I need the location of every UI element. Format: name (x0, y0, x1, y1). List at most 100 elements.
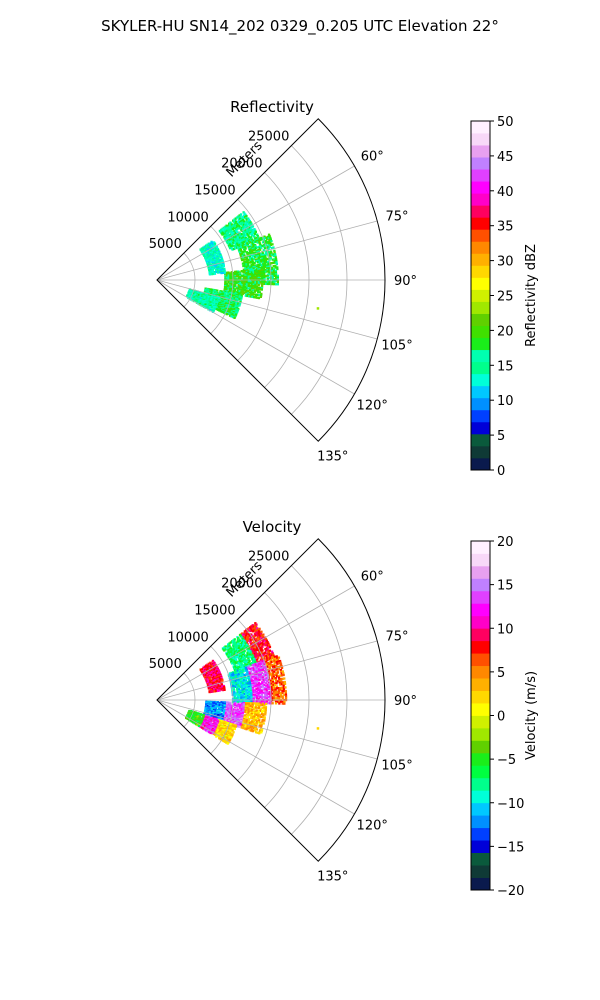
echo-cell (237, 704, 240, 707)
echo-cell (213, 668, 216, 671)
echo-cell (262, 263, 265, 266)
echo-cell (259, 238, 262, 242)
echo-cell (260, 264, 264, 268)
echo-cell (260, 272, 264, 275)
echo-cell (257, 275, 260, 278)
echo-cell (231, 244, 234, 247)
echo-cell (241, 244, 244, 247)
echo-cell (260, 260, 263, 263)
echo-cell (255, 639, 259, 642)
echo-cell (225, 701, 229, 704)
echo-cell (251, 295, 254, 298)
radial-tick-label: 20000 (221, 157, 262, 172)
echo-cell (247, 721, 250, 724)
echo-cell (233, 720, 236, 723)
echo-cell (242, 704, 245, 707)
echo-cell (243, 673, 246, 677)
echo-cell (204, 254, 208, 257)
azimuth-tick-label: 90° (394, 274, 417, 289)
echo-cell (234, 247, 237, 250)
echo-cell (256, 674, 259, 677)
echo-cell (258, 723, 262, 726)
echo-cell (242, 718, 246, 721)
echo-cell (255, 716, 258, 719)
echo-cell (252, 650, 255, 653)
echo-cell (254, 712, 257, 715)
echo-cell (211, 659, 215, 663)
echo-cell (257, 712, 260, 715)
echo-cell (187, 715, 190, 718)
echo-cell (241, 258, 244, 262)
echo-cell (243, 269, 247, 272)
echo-cell (265, 692, 269, 696)
echo-cell (266, 656, 269, 659)
echo-cell (262, 677, 265, 681)
echo-cell (247, 280, 250, 284)
echo-cell (250, 232, 253, 236)
echo-cell (268, 276, 271, 279)
echo-cell (204, 252, 207, 255)
echo-cell (191, 296, 194, 299)
echo-cell (244, 294, 247, 297)
echo-cell (247, 712, 250, 715)
echo-cell (251, 668, 254, 671)
echo-cell (234, 679, 237, 683)
echo-cell (251, 682, 254, 686)
echo-cell (222, 304, 225, 307)
echo-cell (238, 695, 241, 698)
echo-cell (248, 679, 251, 682)
echo-cell (227, 729, 231, 732)
echo-cell (265, 639, 268, 642)
echo-cell (209, 725, 212, 728)
echo-cell (246, 229, 249, 233)
echo-cell (257, 681, 261, 684)
echo-cell (228, 296, 231, 300)
echo-cell (255, 254, 258, 257)
echo-cell (256, 234, 259, 238)
echo-cell (242, 726, 245, 730)
echo-cell (209, 731, 212, 735)
echo-cell (264, 270, 267, 273)
echo-cell (211, 299, 214, 302)
echo-cell (231, 277, 234, 280)
echo-cell (250, 240, 254, 243)
echo-cell (268, 235, 271, 238)
echo-cell (244, 235, 247, 239)
echo-cell (257, 645, 260, 648)
echo-cell (228, 314, 232, 317)
echo-cell (260, 723, 263, 726)
echo-cell (219, 291, 222, 295)
echo-cell (245, 685, 249, 688)
echo-cell (256, 233, 259, 236)
echo-cell (261, 282, 264, 285)
echo-cell (233, 683, 236, 686)
echo-cell (253, 717, 256, 720)
echo-cell (244, 267, 247, 270)
colorbar-swatch (471, 777, 490, 791)
echo-cell (245, 635, 248, 638)
echo-cell (264, 705, 268, 709)
echo-cell (267, 247, 270, 251)
echo-cell (268, 687, 272, 691)
echo-cell (223, 271, 226, 274)
echo-cell (248, 238, 252, 241)
echo-cell (240, 246, 243, 249)
echo-cell (255, 293, 258, 296)
echo-cell (199, 725, 202, 728)
echo-cell (216, 299, 220, 302)
echo-cell (241, 665, 244, 668)
echo-cell (273, 278, 276, 281)
echo-cell (269, 236, 272, 240)
echo-cell (283, 693, 286, 696)
echo-cell (249, 231, 252, 234)
echo-cell (213, 298, 216, 302)
azimuth-gridline (156, 165, 355, 281)
echo-cell (247, 241, 251, 245)
isolated-echo (316, 307, 320, 310)
echo-cell (236, 669, 239, 672)
echo-cell (250, 274, 254, 277)
echo-cell (243, 697, 246, 700)
echo-cell (254, 666, 257, 669)
echo-cell (241, 688, 244, 691)
echo-cell (260, 671, 264, 675)
